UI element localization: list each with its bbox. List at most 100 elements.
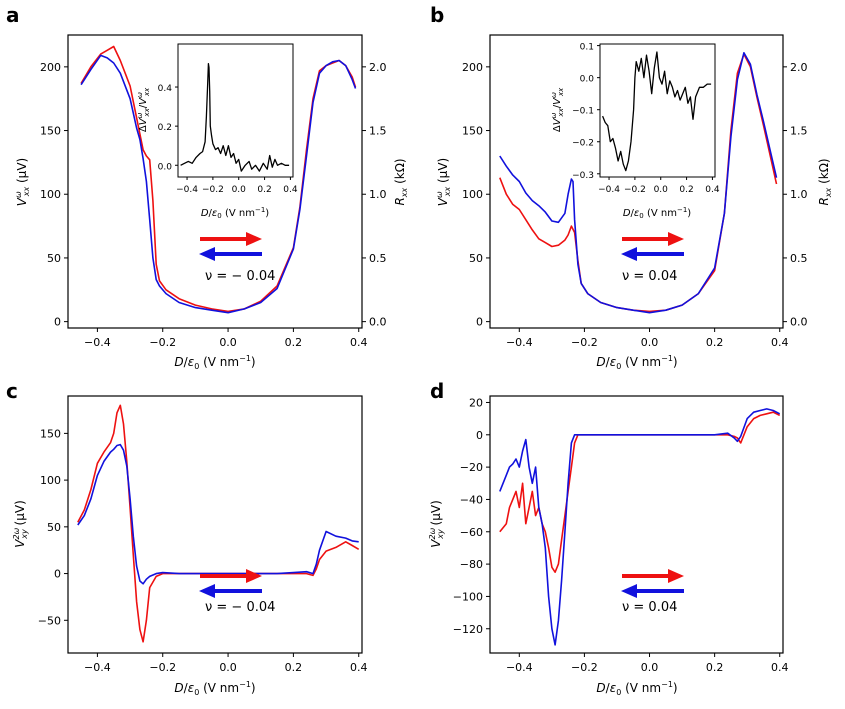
panel-c-ytick-label-4: 150 [40,427,61,440]
panel-d-xtick-label-3: 0.2 [706,661,724,674]
panel-a-ytick-label-1: 50 [47,252,61,265]
svg-text:D/ε0 (V nm−1): D/ε0 (V nm−1) [174,680,255,697]
panel-a-ytick-label-4: 200 [40,61,61,74]
svg-text:ΔVωxx/Vωxx: ΔVωxx/Vωxx [550,87,565,132]
panel-b-inset-xtick-label-0: −0.4 [598,185,620,195]
svg-text:Vωxx (μV): Vωxx (μV) [14,158,31,206]
panel-d-ytick-label-6: 0 [476,429,483,442]
panel-b-sweep-arrows [621,232,684,261]
panel-a-right-ytick-label-4: 2.0 [369,61,387,74]
panel-b-x-axis-label: D/ε0 (V nm−1) [596,354,677,371]
panel-b-x-axis: −0.4 −0.2 0.0 0.2 0.4 [506,328,789,349]
panel-b-inset-xtick-label-1: −0.2 [624,185,646,195]
panel-c-ytick-label-3: 100 [40,474,61,487]
panel-a-inset-frame [177,43,294,178]
svg-text:Rxx (kΩ): Rxx (kΩ) [817,158,833,205]
panel-a-ytick-label-3: 150 [40,125,61,138]
panel-a-inset-xtick-label-3: 0.2 [257,185,271,195]
panel-a-inset: −0.4 −0.2 0.0 0.2 0.4 0.0 0.2 0.4 D/ε0 (V nm−1… [136,43,298,220]
panel-a-ytick-label-0: 0 [54,316,61,329]
panel-a-xtick-label-0: −0.4 [84,336,111,349]
panel-b-inset: −0.4 −0.2 0.0 0.2 0.4 −0.3 −0.2 −0.1 0.0 0.1 D/ε… [550,43,720,220]
panel-a-right-ytick-label-1: 0.5 [369,252,387,265]
panel-b-inset-xtick-label-2: 0.0 [654,185,669,195]
panel-a-inset-ytick-label-1: 0.2 [158,123,172,133]
panel-c-xtick-label-1: −0.2 [149,661,176,674]
panel-b-xtick-label-0: −0.4 [506,336,533,349]
panel-a-label: a [6,3,20,27]
panel-a-frame [67,34,363,329]
panel-d-xtick-label-4: 0.4 [771,661,789,674]
backward-arrow-head [621,247,637,261]
panel-d-y-axis-label: V2ωxy (μV) [428,500,445,548]
panel-d-ytick-label-5: −20 [460,461,483,474]
panel-c-xtick-label-2: 0.0 [219,661,237,674]
panel-b-y-axis-right-label: Rxx (kΩ) [817,158,833,205]
panel-b-y-axis: 0 50 100 150 200 [462,61,490,329]
forward-arrow-head [668,232,684,246]
panel-d-series [499,408,781,646]
panel-b-inset-y-label: ΔVωxx/Vωxx [550,87,565,132]
svg-text:V2ωxy (μV): V2ωxy (μV) [12,500,29,548]
panel-a-right-ytick-label-2: 1.0 [369,188,387,201]
panel-d-ytick-label-4: −40 [460,493,483,506]
panel-b-ytick-label-0: 0 [476,316,483,329]
panel-a-filling-label: ν = − 0.04 [205,269,275,284]
panel-b-series-1-line [499,51,778,314]
panel-d-series-0-line [499,411,781,574]
panel-d-x-axis: −0.4 −0.2 0.0 0.2 0.4 [506,653,789,674]
panel-b-inset-ytick-label-4: 0.1 [580,43,594,53]
panel-c-ytick-label-0: −50 [38,614,61,627]
panel-c-series-1-line [77,443,359,585]
panel-b-xtick-label-4: 0.4 [771,336,789,349]
panel-d-ytick-label-1: −100 [453,590,483,603]
panel-a-right-ytick-label-0: 0.0 [369,316,387,329]
panel-b: b −0.4 −0.2 0.0 0.2 0.4 0 50 100 150 200 0.0 0.5 1… [430,3,833,371]
panel-c-frame [67,395,363,654]
svg-text:ΔVωxx/Vωxx: ΔVωxx/Vωxx [136,87,151,132]
panel-d-xtick-label-2: 0.0 [641,661,659,674]
panel-d-x-axis-label: D/ε0 (V nm−1) [596,680,677,697]
panel-d-ytick-label-0: −120 [453,623,483,636]
panel-a-x-axis-label: D/ε0 (V nm−1) [174,354,255,371]
svg-text:D/ε0 (V nm−1): D/ε0 (V nm−1) [174,354,255,371]
panel-a-xtick-label-3: 0.2 [285,336,303,349]
panel-a-right-ytick-label-3: 1.5 [369,125,387,138]
panel-a-inset-y-label: ΔVωxx/Vωxx [136,87,151,132]
panel-b-ytick-label-2: 100 [462,188,483,201]
backward-arrow-head [199,247,215,261]
panel-a-series [80,45,357,314]
panel-b-series [499,51,778,314]
panel-c-xtick-label-3: 0.2 [285,661,303,674]
panel-d-ytick-label-2: −80 [460,558,483,571]
panel-b-xtick-label-3: 0.2 [706,336,724,349]
panel-b-inset-ytick-label-1: −0.2 [572,139,594,149]
panel-d-xtick-label-0: −0.4 [506,661,533,674]
panel-b-inset-x-label: D/ε0 (V nm−1) [623,206,691,220]
backward-arrow-head [199,584,215,598]
panel-a-inset-series-0-line [180,62,290,172]
panel-a-xtick-label-4: 0.4 [350,336,368,349]
panel-c-x-axis: −0.4 −0.2 0.0 0.2 0.4 [84,653,367,674]
panel-c-series-0-line [77,404,360,643]
panel-a-x-axis: −0.4 −0.2 0.0 0.2 0.4 [84,328,367,349]
svg-text:Rxx (kΩ): Rxx (kΩ) [393,158,409,205]
panel-b-frame [489,34,784,329]
panel-a: a −0.4 −0.2 0.0 0.2 0.4 0 50 100 150 200 0.0 0.5 1… [6,3,409,371]
panel-a-inset-series [180,62,290,172]
panel-b-inset-series-0-line [601,51,712,172]
panel-a-inset-x-label: D/ε0 (V nm−1) [201,206,269,220]
backward-arrow-head [621,584,637,598]
panel-a-y-axis-label: Vωxx (μV) [14,158,31,206]
panel-b-right-ytick-label-0: 0.0 [790,316,808,329]
panel-d-y-axis: −120 −100 −80 −60 −40 −20 0 20 [453,396,490,636]
panel-c-xtick-label-0: −0.4 [84,661,111,674]
panel-a-inset-y-axis: 0.0 0.2 0.4 [158,84,178,172]
panel-d: d −0.4 −0.2 0.0 0.2 0.4 −120 −100 −80 −60 −40 −20… [428,379,788,697]
panel-d-ytick-label-3: −60 [460,526,483,539]
forward-arrow-head [668,569,684,583]
panel-b-right-ytick-label-1: 0.5 [790,252,808,265]
svg-text:D/ε0 (V nm−1): D/ε0 (V nm−1) [623,206,691,220]
panel-b-xtick-label-1: −0.2 [571,336,598,349]
panel-a-y-axis-right-label: Rxx (kΩ) [393,158,409,205]
